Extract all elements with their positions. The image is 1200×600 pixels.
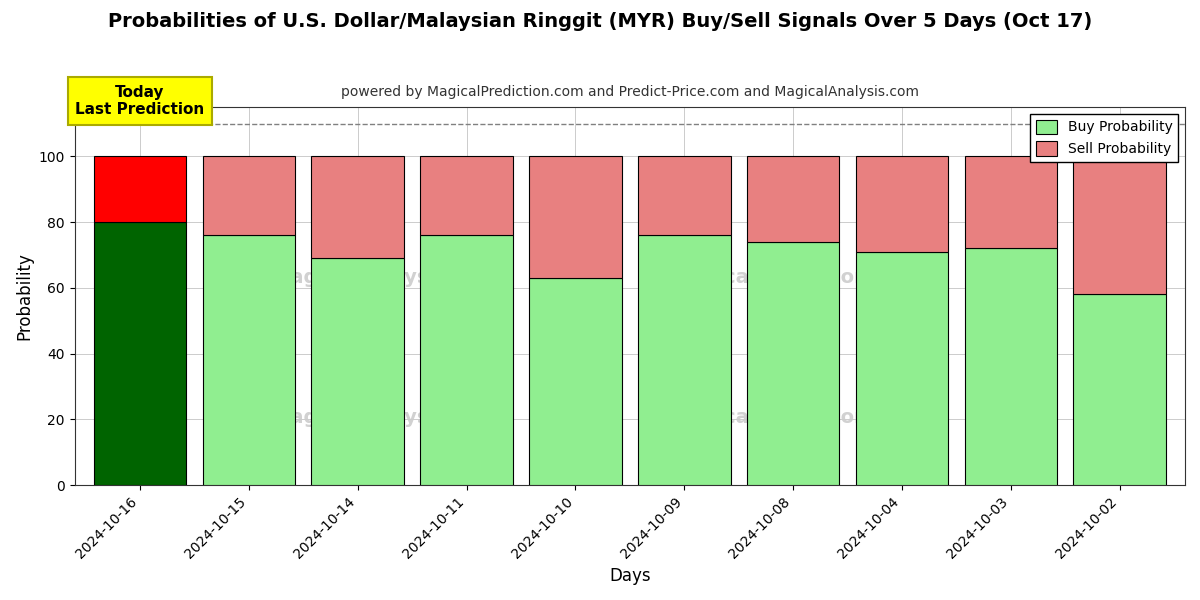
Bar xyxy=(1074,157,1166,295)
Title: powered by MagicalPrediction.com and Predict-Price.com and MagicalAnalysis.com: powered by MagicalPrediction.com and Pre… xyxy=(341,85,919,99)
Bar xyxy=(203,235,295,485)
Bar xyxy=(94,157,186,222)
Bar xyxy=(746,242,839,485)
Bar xyxy=(638,235,731,485)
Bar xyxy=(312,259,404,485)
Text: MagicalPrediction.com: MagicalPrediction.com xyxy=(672,407,922,427)
Text: MagicalAnalysis.com: MagicalAnalysis.com xyxy=(271,268,499,287)
Text: MagicalPrediction.com: MagicalPrediction.com xyxy=(672,268,922,287)
Bar xyxy=(312,157,404,259)
Bar xyxy=(529,278,622,485)
Bar xyxy=(965,157,1057,248)
Bar xyxy=(965,248,1057,485)
Y-axis label: Probability: Probability xyxy=(16,252,34,340)
Bar xyxy=(638,157,731,235)
Text: Probabilities of U.S. Dollar/Malaysian Ringgit (MYR) Buy/Sell Signals Over 5 Day: Probabilities of U.S. Dollar/Malaysian R… xyxy=(108,12,1092,31)
X-axis label: Days: Days xyxy=(610,567,650,585)
Bar xyxy=(203,157,295,235)
Legend: Buy Probability, Sell Probability: Buy Probability, Sell Probability xyxy=(1030,114,1178,162)
Bar xyxy=(746,157,839,242)
Text: MagicalAnalysis.com: MagicalAnalysis.com xyxy=(271,407,499,427)
Bar xyxy=(529,157,622,278)
Bar xyxy=(856,252,948,485)
Text: Today
Last Prediction: Today Last Prediction xyxy=(76,85,204,117)
Bar xyxy=(1074,295,1166,485)
Bar xyxy=(420,235,512,485)
Bar xyxy=(420,157,512,235)
Bar xyxy=(94,222,186,485)
Bar xyxy=(856,157,948,252)
